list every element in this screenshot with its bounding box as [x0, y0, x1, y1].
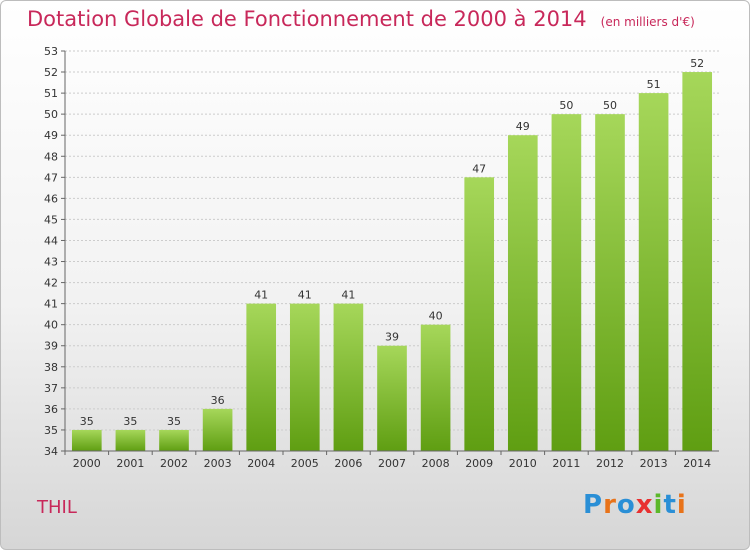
bar-2001: [115, 429, 146, 451]
bar-2014: [682, 72, 713, 451]
y-tick-label: 42: [44, 277, 58, 290]
bar-2000: [71, 429, 102, 451]
x-tick-label: 2000: [73, 457, 101, 470]
data-label-2012: 50: [603, 99, 617, 112]
x-tick-label: 2001: [116, 457, 144, 470]
y-tick-label: 49: [44, 129, 58, 142]
y-tick-label: 35: [44, 424, 58, 437]
proxiti-logo: Proxiti: [583, 490, 687, 520]
x-tick-label: 2007: [378, 457, 406, 470]
x-tick-label: 2004: [247, 457, 275, 470]
y-tick-label: 52: [44, 66, 58, 79]
x-tick-label: 2005: [291, 457, 319, 470]
y-tick-label: 46: [44, 192, 58, 205]
logo-letter: x: [635, 490, 654, 520]
y-tick-label: 39: [44, 340, 58, 353]
logo-letter: i: [676, 490, 687, 520]
bar-2012: [595, 114, 625, 451]
bar-2007: [377, 345, 407, 451]
data-label-2000: 35: [80, 415, 94, 428]
y-tick-label: 38: [44, 361, 58, 374]
bar-2013: [638, 93, 669, 452]
x-tick-label: 2013: [640, 457, 668, 470]
x-axis: 2000 2001 2002 2003 2004 2005 2006 2007 2008 2009…: [64, 451, 711, 470]
bar-2004: [246, 303, 277, 451]
logo-letter: r: [603, 490, 617, 520]
chart-title: Dotation Globale de Fonctionnement de 20…: [27, 7, 695, 31]
data-label-2007: 39: [385, 331, 399, 344]
y-tick-label: 43: [44, 256, 58, 269]
y-tick-label: 45: [44, 213, 58, 226]
x-tick-label: 2008: [422, 457, 450, 470]
bar-2005: [289, 303, 320, 451]
data-label-2014: 52: [690, 57, 704, 70]
chart-unit: (en milliers d'€): [600, 15, 695, 29]
y-axis: 34 35 36 37 38 39 40 41 42 43 44 45 46 47 48 49 50 51 52 53: [44, 45, 65, 458]
logo-letter: t: [663, 490, 677, 520]
city-name: THIL: [37, 497, 77, 518]
bar-2008: [420, 324, 451, 451]
y-tick-label: 47: [44, 171, 58, 184]
data-label-2006: 41: [341, 289, 355, 302]
data-label-2008: 40: [429, 310, 443, 323]
x-tick-label: 2011: [552, 457, 580, 470]
data-label-2004: 41: [254, 289, 268, 302]
data-label-2010: 49: [516, 120, 530, 133]
data-label-2011: 50: [559, 99, 573, 112]
y-tick-label: 34: [44, 445, 58, 458]
data-label-2009: 47: [472, 162, 486, 175]
x-tick-label: 2002: [160, 457, 188, 470]
y-tick-label: 40: [44, 319, 58, 332]
y-tick-label: 53: [44, 45, 58, 58]
bar-2006: [333, 303, 364, 451]
y-tick-label: 37: [44, 382, 58, 395]
data-label-2002: 35: [167, 415, 181, 428]
x-tick-label: 2014: [683, 457, 711, 470]
chart-title-text: Dotation Globale de Fonctionnement de 20…: [27, 7, 587, 31]
y-tick-label: 41: [44, 298, 58, 311]
y-tick-label: 44: [44, 234, 58, 247]
y-tick-label: 48: [44, 150, 58, 163]
bar-2011: [551, 114, 582, 451]
y-tick-label: 50: [44, 108, 58, 121]
data-label-2005: 41: [298, 289, 312, 302]
bars: 35 35 35 36 41 41 41 39 40 47 49 50 50 51 52: [71, 57, 713, 452]
bar-2010: [507, 135, 538, 452]
data-label-2013: 51: [647, 78, 661, 91]
y-tick-label: 36: [44, 403, 58, 416]
logo-letter: P: [583, 490, 604, 520]
data-label-2001: 35: [123, 415, 137, 428]
y-tick-label: 51: [44, 87, 58, 100]
logo-letter: o: [616, 490, 636, 520]
bar-2003: [202, 408, 233, 451]
logo-letter: i: [653, 490, 664, 520]
x-tick-label: 2009: [465, 457, 493, 470]
bar-2002: [159, 429, 189, 451]
x-tick-label: 2012: [596, 457, 624, 470]
x-tick-label: 2010: [509, 457, 537, 470]
data-label-2003: 36: [211, 394, 225, 407]
x-tick-label: 2006: [334, 457, 362, 470]
bar-2009: [464, 177, 495, 451]
x-tick-label: 2003: [204, 457, 232, 470]
